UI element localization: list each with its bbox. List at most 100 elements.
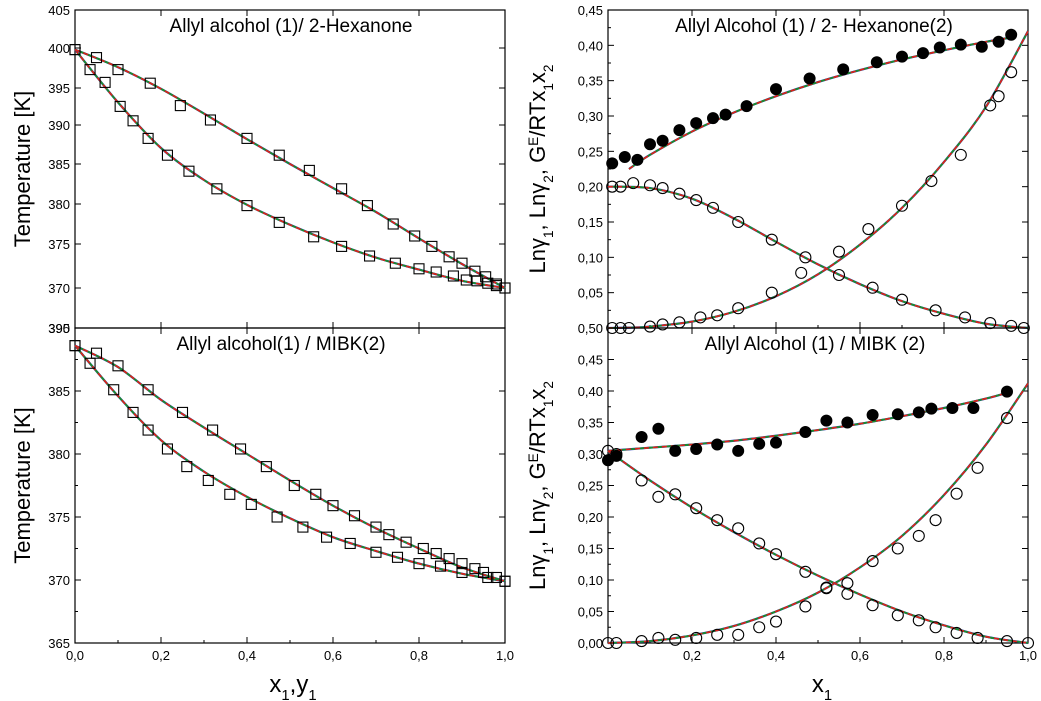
data-point-open-circle — [732, 215, 745, 229]
data-point-filled-circle — [770, 436, 782, 449]
x-tick-label: 0,0 — [66, 648, 84, 663]
data-point-square — [241, 132, 253, 144]
data-point-square — [413, 263, 425, 275]
data-point-filled-circle — [954, 38, 967, 51]
panel-title: Allyl alcohol (1)/ 2-Hexanone — [170, 16, 413, 37]
y-tick-label: 400 — [48, 41, 70, 56]
x-tick-label: 1,0 — [1019, 648, 1037, 663]
fit-curve-ln-gamma-2-blue — [607, 449, 1029, 645]
data-point-open-circle — [643, 179, 657, 192]
data-point-open-circle — [652, 631, 665, 645]
data-point-open-circle — [635, 474, 648, 487]
data-point-square — [127, 115, 139, 127]
data-point-square — [245, 498, 257, 510]
y-tick-label: 390 — [48, 321, 70, 336]
y-tick-label: 0,50 — [578, 321, 603, 336]
y-tick-label: 0,30 — [578, 447, 603, 462]
data-point-square — [456, 566, 468, 578]
data-point-square — [447, 270, 459, 282]
data-point-open-circle — [732, 522, 745, 535]
fit-curve-dew-red — [74, 344, 506, 583]
fit-curve-ln-gamma-1-green — [607, 30, 1029, 329]
data-point-open-circle — [1000, 635, 1014, 648]
data-point-open-circle — [891, 542, 904, 555]
data-point-open-circle — [690, 194, 703, 207]
fit-curve-ln-gamma-2-green — [607, 450, 1029, 644]
y-tick-label: 385 — [48, 157, 70, 172]
data-point-square — [391, 551, 404, 563]
data-point-square — [241, 200, 253, 212]
data-point-square — [181, 461, 193, 473]
data-point-filled-circle — [652, 422, 665, 435]
data-point-square — [204, 114, 216, 126]
data-point-filled-circle — [946, 402, 959, 415]
data-point-square — [490, 278, 502, 290]
data-point-open-circle — [753, 621, 766, 634]
y-tick-label: 380 — [48, 197, 70, 212]
y-tick-label: 0,40 — [578, 38, 603, 53]
fit-curve-GE-red — [607, 390, 1012, 452]
data-point-open-circle — [765, 233, 778, 246]
data-point-square — [480, 271, 492, 283]
y-tick-label: 405 — [48, 3, 70, 18]
panel-activity-mibk: 0,45 0,40 0,35 0,30 0,25 0,20 0,15 0,10 0,05 0,00… — [525, 327, 1037, 701]
data-point-open-circle — [656, 182, 669, 195]
data-point-filled-circle — [870, 56, 883, 69]
y-tick-label: 390 — [48, 118, 70, 133]
data-point-filled-circle — [925, 402, 938, 415]
data-point-square — [108, 384, 120, 396]
data-point-open-circle — [610, 636, 623, 650]
y-tick-label: 370 — [48, 281, 70, 296]
x-tick-label: 1,0 — [496, 648, 514, 663]
y-tick-label: 380 — [48, 447, 70, 462]
data-point-square — [430, 266, 442, 278]
y-axis-title: Lnγ1, Lnγ2, GE/RTx1x2 — [525, 65, 556, 274]
data-point-filled-circle — [975, 40, 988, 53]
data-point-filled-circle — [673, 124, 686, 137]
data-point-square — [426, 240, 438, 252]
data-point-square — [114, 100, 126, 112]
data-point-open-circle — [929, 621, 942, 634]
data-point-filled-circle — [669, 444, 682, 457]
data-point-open-circle — [673, 187, 686, 200]
data-point-open-circle — [971, 631, 984, 645]
data-point-open-circle — [925, 174, 938, 188]
data-point-open-circle — [912, 614, 925, 627]
data-point-square — [112, 360, 124, 372]
data-point-filled-circle — [618, 150, 631, 163]
y-axis-title: Temperature [K] — [10, 407, 35, 564]
data-point-square — [389, 257, 401, 269]
data-point-square — [235, 443, 247, 455]
data-point-square — [460, 274, 472, 286]
fit-curve-ln-gamma-2-red — [607, 185, 1029, 329]
x-tick-label: 0,4 — [767, 648, 785, 663]
data-point-filled-circle — [917, 47, 929, 60]
fit-curve-GE-blue — [607, 390, 1012, 452]
fit-curve-ln-gamma-2-green — [607, 185, 1029, 329]
data-point-open-circle — [912, 529, 925, 542]
x-tick-label: 0,6 — [324, 648, 342, 663]
data-point-open-circle — [1021, 636, 1035, 650]
data-point-filled-circle — [656, 134, 669, 147]
data-point-open-circle — [694, 311, 707, 324]
fit-curve-ln-gamma-2-blue — [607, 185, 1029, 330]
data-point-open-circle — [984, 99, 997, 112]
fit-curve-bubble-blue — [74, 344, 506, 583]
data-point-open-circle — [1005, 319, 1018, 332]
data-point-filled-circle — [690, 117, 703, 130]
fit-curve-GE-green — [607, 390, 1012, 452]
data-point-open-circle — [795, 266, 808, 279]
data-point-square — [142, 424, 154, 436]
fit-curve-dew-red — [74, 48, 506, 289]
data-point-square — [142, 132, 154, 144]
data-point-open-circle — [669, 488, 682, 501]
y-tick-label: 0,40 — [578, 384, 603, 399]
fit-curve-dew-green — [74, 344, 506, 583]
y-tick-label: 0,45 — [578, 3, 603, 18]
data-point-open-circle — [711, 309, 724, 322]
y-tick-label: 0,00 — [578, 636, 603, 651]
fit-curve-ln-gamma-1-red — [607, 30, 1029, 329]
data-point-square — [469, 563, 481, 575]
data-point-open-circle — [1000, 412, 1014, 425]
